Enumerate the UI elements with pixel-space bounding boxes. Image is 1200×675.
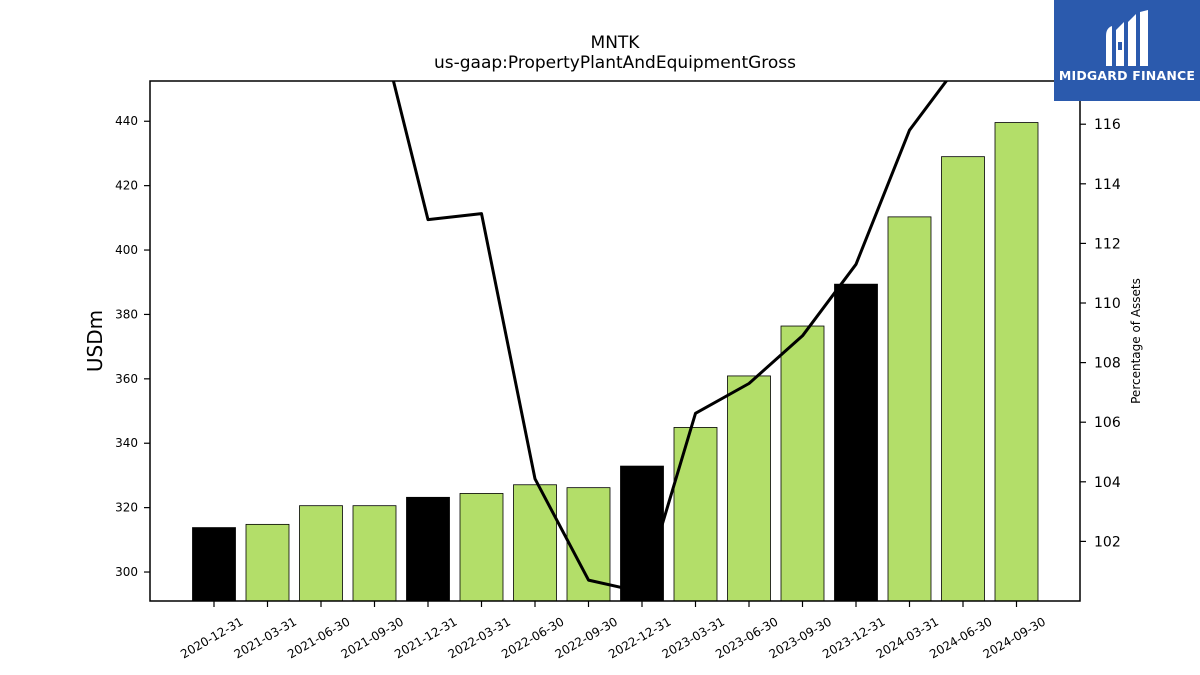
bar-2021-09-30: [352, 505, 397, 602]
bar-2024-09-30: [994, 122, 1039, 602]
bar-2022-03-31: [459, 493, 504, 602]
x-axis: 2020-12-312021-03-312021-06-302021-09-30…: [178, 601, 1048, 661]
y-tick-label: 340: [115, 436, 138, 450]
logo-text: MIDGARD FINANCE: [1058, 68, 1196, 83]
y-axis-right: 102 104 106 108 110 112 114 116: [1080, 117, 1121, 550]
y2-tick-label: 110: [1094, 296, 1121, 312]
bar-2021-06-30: [299, 505, 343, 602]
y-tick-label: 420: [115, 179, 138, 193]
chart-title: MNTK: [591, 33, 641, 53]
bar-2020-12-31: [192, 527, 236, 602]
bar-2022-12-31: [620, 465, 664, 602]
bars-group: [192, 122, 1039, 602]
bar-2023-12-31: [834, 283, 878, 602]
y2-tick-label: 116: [1094, 117, 1121, 133]
y-tick-label: 360: [115, 372, 138, 386]
y-tick-label: 300: [115, 565, 138, 579]
midgard-logo-icon: [1106, 10, 1148, 66]
y2-tick-label: 102: [1094, 534, 1121, 550]
y-tick-label: 320: [115, 501, 138, 515]
plot-frame: [149, 80, 1081, 602]
y2-tick-label: 114: [1094, 177, 1121, 193]
y2-tick-label: 106: [1094, 415, 1121, 431]
y-tick-label: 400: [115, 243, 138, 257]
y2-tick-label: 104: [1094, 475, 1121, 491]
chart-subtitle: us-gaap:PropertyPlantAndEquipmentGross: [434, 53, 796, 73]
y-axis-label: USDm: [83, 310, 107, 372]
bar-2024-03-31: [887, 216, 932, 602]
y-tick-label: 440: [115, 114, 138, 128]
bar-2023-09-30: [780, 325, 825, 602]
bar-2022-06-30: [513, 484, 557, 602]
bar-2021-12-31: [406, 496, 450, 602]
bar-2023-03-31: [673, 427, 718, 602]
y-tick-label: 380: [115, 307, 138, 321]
bar-2024-06-30: [941, 156, 985, 602]
bar-2023-06-30: [727, 375, 771, 602]
brand-logo: MIDGARD FINANCE: [1054, 0, 1200, 101]
line-group: [391, 81, 949, 594]
bar-2021-03-31: [245, 523, 290, 602]
y2-tick-label: 112: [1094, 236, 1121, 252]
y2-tick-label: 108: [1094, 356, 1121, 372]
percentage-line: [391, 81, 949, 594]
y-axis-left: 300 320 340 360 380 400 420 440: [115, 114, 150, 579]
y2-axis-label: Percentage of Assets: [1129, 278, 1143, 404]
